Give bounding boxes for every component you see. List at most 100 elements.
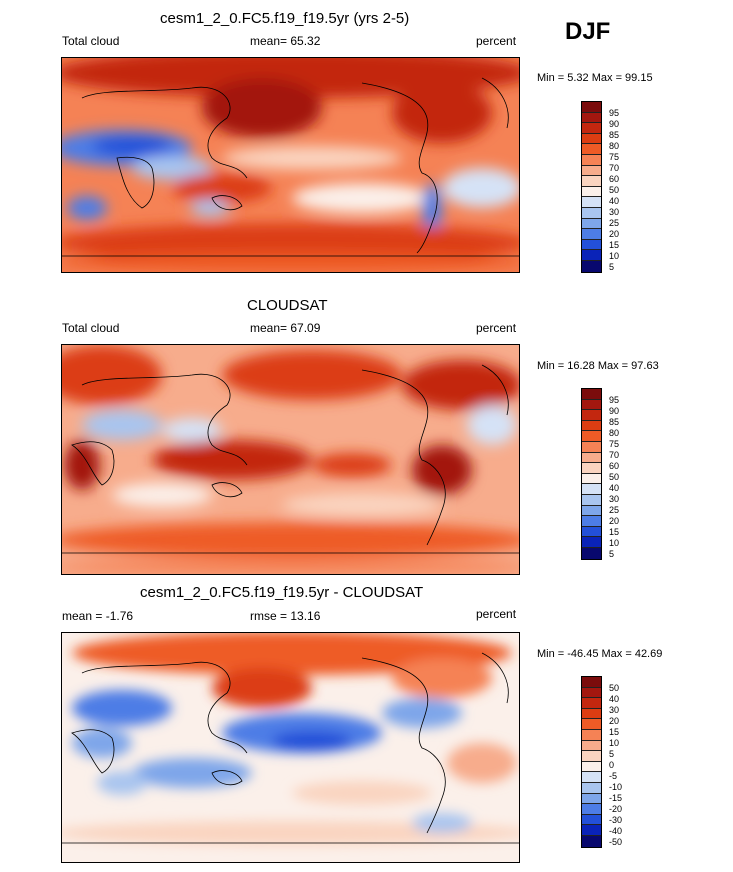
panel2-tick: 40 (609, 483, 620, 493)
panel3-tick: 50 (609, 683, 620, 693)
panel3-colorbar-box (582, 708, 601, 720)
panel2-colorbar-box (582, 547, 601, 559)
panel3-tick: 40 (609, 694, 620, 704)
panel1-tick: 85 (609, 130, 620, 140)
panel1-tick: 80 (609, 141, 620, 151)
panel3-colorbar-box (582, 677, 601, 688)
panel2-colorbar-box (582, 410, 601, 421)
panel1-mean-label: mean= 65.32 (250, 34, 321, 48)
panel2-tick: 15 (609, 527, 620, 537)
panel1-colorbar-box (582, 197, 601, 208)
panel1-colorbar (581, 101, 602, 273)
panel1-tick: 30 (609, 207, 620, 217)
panel3-mean-label: mean = -1.76 (62, 609, 134, 623)
panel1-left-label: Total cloud (62, 34, 120, 48)
panel2-tick: 5 (609, 549, 615, 559)
panel3-colorbar-box (582, 825, 601, 836)
panel3-tick: 20 (609, 716, 620, 726)
panel1-colorbar-box (582, 260, 601, 272)
panel1-map (61, 57, 520, 273)
panel3-colorbar-box (582, 793, 601, 805)
panel3-tick: -50 (609, 837, 623, 847)
panel1-colorbar-box (582, 165, 601, 177)
panel3-colorbar-box (582, 751, 601, 762)
panel2-colorbar-box (582, 420, 601, 432)
panel3-colorbar-box (582, 719, 601, 730)
panel1-tick: 95 (609, 108, 620, 118)
panel2-tick: 25 (609, 505, 620, 515)
panel1-tick: 50 (609, 185, 620, 195)
panel3-colorbar-box (582, 698, 601, 709)
panel2-colorbar-box (582, 473, 601, 485)
panel1-colorbar-box (582, 154, 601, 166)
panel1-colorbar-box (582, 218, 601, 230)
panel2-tick: 70 (609, 450, 620, 460)
panel1-tick: 20 (609, 229, 620, 239)
panel3-tick: -10 (609, 782, 623, 792)
panel2-colorbar-box (582, 516, 601, 527)
panel1-colorbar-box (582, 229, 601, 240)
panel3-units-label: percent (476, 607, 517, 621)
panel1-title: cesm1_2_0.FC5.f19_f19.5yr (yrs 2-5) (160, 10, 410, 27)
panel1-colorbar-box (582, 250, 601, 261)
panel3-title: cesm1_2_0.FC5.f19_f19.5yr - CLOUDSAT (140, 584, 424, 601)
panel2-tick: 95 (609, 395, 620, 405)
panel3-colorbar (581, 676, 602, 848)
panel2-colorbar-box (582, 494, 601, 506)
panel3-tick: 10 (609, 738, 620, 748)
panel2-tick: 75 (609, 439, 620, 449)
panel3-contour-field (62, 633, 519, 862)
panel2-units-label: percent (476, 321, 517, 335)
panel1-colorbar-box (582, 112, 601, 124)
panel2-minmax: Min = 16.28 Max = 97.63 (537, 360, 659, 372)
panel2-map (61, 344, 520, 575)
panel2-colorbar-box (582, 441, 601, 453)
panel1-tick: 90 (609, 119, 620, 129)
panel2-colorbar-box (582, 452, 601, 464)
panel1-tick: 15 (609, 240, 620, 250)
panel1-units-label: percent (476, 34, 517, 48)
panel2-tick: 80 (609, 428, 620, 438)
panel3-colorbar-box (582, 782, 601, 794)
panel1-colorbar-box (582, 176, 601, 187)
panel2-colorbar-box (582, 537, 601, 548)
panel1-colorbar-box (582, 102, 601, 113)
panel2-colorbar-box (582, 505, 601, 517)
panel1-colorbar-box (582, 239, 601, 251)
panel3-colorbar-box (582, 772, 601, 783)
panel2-left-label: Total cloud (62, 321, 120, 335)
panel2-colorbar (581, 388, 602, 560)
panel1-tick: 5 (609, 262, 615, 272)
panel3-colorbar-box (582, 814, 601, 826)
panel2-tick: 20 (609, 516, 620, 526)
panel3-rmse-label: rmse = 13.16 (250, 609, 321, 623)
panel1-colorbar-box (582, 207, 601, 219)
panel2-colorbar-box (582, 463, 601, 474)
panel3-colorbar-box (582, 729, 601, 741)
panel1-contour-field (62, 58, 519, 272)
panel3-colorbar-box (582, 740, 601, 752)
panel3-tick: -5 (609, 771, 618, 781)
panel1-tick: 10 (609, 251, 620, 261)
panel3-tick: 0 (609, 760, 615, 770)
panel1-colorbar-box (582, 186, 601, 198)
panel3-minmax: Min = -46.45 Max = 42.69 (537, 648, 663, 660)
panel2-title: CLOUDSAT (247, 297, 328, 314)
panel1-tick: 70 (609, 163, 620, 173)
panel1-colorbar-box (582, 133, 601, 145)
panel1-minmax: Min = 5.32 Max = 99.15 (537, 72, 653, 84)
panel2-tick: 50 (609, 472, 620, 482)
panel1-tick: 40 (609, 196, 620, 206)
panel3-map (61, 632, 520, 863)
panel2-tick: 60 (609, 461, 620, 471)
panel3-tick: 5 (609, 749, 615, 759)
panel1-tick: 25 (609, 218, 620, 228)
panel2-tick: 85 (609, 417, 620, 427)
panel2-mean-label: mean= 67.09 (250, 321, 321, 335)
panel3-tick: 15 (609, 727, 620, 737)
panel3-tick: -20 (609, 804, 623, 814)
panel3-tick: -30 (609, 815, 623, 825)
panel2-colorbar-box (582, 389, 601, 400)
panel2-colorbar-box (582, 431, 601, 442)
panel1-colorbar-box (582, 123, 601, 134)
